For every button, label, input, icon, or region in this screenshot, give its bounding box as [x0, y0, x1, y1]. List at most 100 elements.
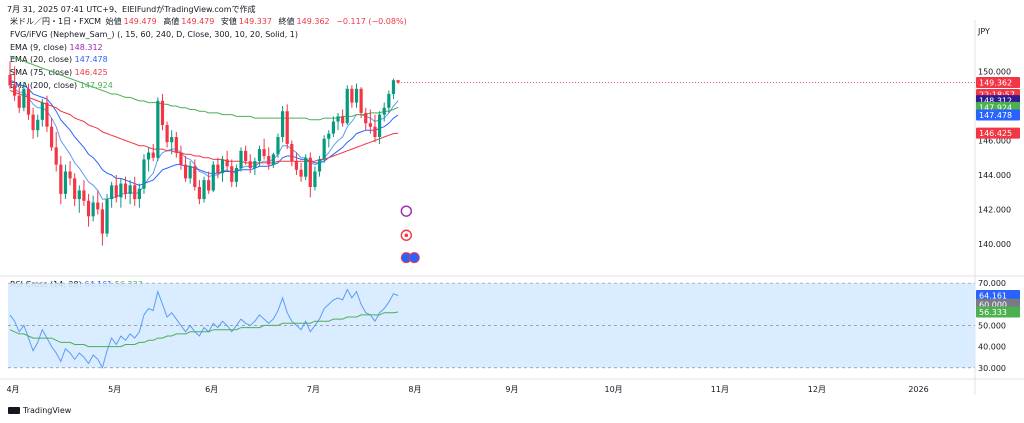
candle-body: [110, 185, 114, 200]
price-badge-4: 147.478: [979, 111, 1012, 120]
rsi-badge-0: 64.161: [979, 291, 1007, 300]
price-tick-label-5: 150.000: [978, 68, 1011, 77]
candle-body: [382, 107, 386, 115]
time-tick-label-9: 2026: [908, 385, 928, 394]
candle-body: [22, 88, 26, 108]
candle-body: [253, 161, 257, 169]
candle-body: [220, 159, 225, 174]
candle-body: [364, 112, 368, 124]
rsi-tick-label-2: 50.000: [978, 321, 1006, 330]
price-badge-4-bg: [976, 109, 1020, 121]
indicator-ema200[interactable]: EMA (200, close) 147.924: [10, 80, 113, 90]
candle-body: [26, 88, 31, 115]
candle-body: [133, 185, 137, 200]
candle-body: [188, 166, 192, 179]
candle-body: [82, 190, 86, 201]
candle-body: [304, 157, 308, 177]
rsi-tick-label-0: 30.000: [978, 364, 1006, 373]
event-flag-icon-2[interactable]: [408, 252, 420, 264]
indicator-ema20[interactable]: EMA (20, close) 147.478: [10, 55, 108, 65]
ma-line-3: [9, 55, 399, 121]
candle-body: [151, 152, 155, 158]
time-tick-label-5: 9月: [505, 385, 518, 394]
candle-body: [313, 171, 317, 188]
candle-body: [285, 111, 289, 144]
candle-body: [354, 88, 359, 103]
candle-body: [207, 180, 211, 191]
candle-body: [68, 171, 72, 179]
candle-body: [248, 161, 252, 169]
candle-body: [36, 119, 40, 131]
time-tick-label-6: 10月: [605, 385, 623, 394]
price-tick-label-0: 140.000: [978, 240, 1011, 249]
candle-body: [290, 143, 294, 162]
candle-body: [137, 188, 141, 200]
candle-body: [96, 202, 100, 210]
candle-body: [244, 150, 248, 162]
ohlc-change: −0.117 (−0.08%): [336, 17, 407, 26]
time-tick-label-7: 11月: [711, 385, 729, 394]
indicator-fvg[interactable]: FVG/iFVG (Nephew_Sam_) (, 15, 60, 240, D…: [10, 29, 298, 39]
candle-body: [31, 114, 35, 131]
candle-body: [257, 149, 262, 162]
candle-body: [239, 150, 243, 169]
symbol-row[interactable]: 米ドル／円・1日・FXCM 始値 149.479 高値 149.479 安値 149.…: [10, 16, 409, 29]
chart-legend: 米ドル／円・1日・FXCM 始値 149.479 高値 149.479 安値 149.…: [10, 16, 409, 93]
candle-body: [114, 185, 118, 198]
candle-body: [179, 152, 183, 165]
indicator-sma75[interactable]: SMA (75, close) 146.425: [10, 68, 108, 78]
ma-line-1: [9, 79, 399, 186]
ohlc-close: 終値 149.362: [278, 17, 330, 26]
candle-body: [391, 80, 396, 94]
candle-body: [368, 123, 372, 127]
price-badge-2: 148.312: [979, 97, 1012, 106]
candle-body: [387, 93, 391, 108]
currency-label[interactable]: JPY: [978, 27, 990, 36]
rsi-badge-1: 60.000: [979, 300, 1007, 309]
candle-body: [271, 154, 275, 165]
price-badge-0: 149.362: [979, 79, 1012, 88]
candle-body: [211, 164, 215, 191]
candle-body: [13, 85, 17, 96]
candle-body: [336, 116, 340, 122]
candle-body: [225, 159, 229, 167]
candle-body: [86, 200, 91, 217]
candle-body: [317, 159, 322, 172]
candle-body: [202, 180, 206, 200]
candle-body: [91, 202, 95, 217]
candle-body: [174, 137, 178, 153]
rsi-line-1: [9, 311, 399, 348]
candle-body: [345, 88, 349, 124]
candle-body: [147, 152, 151, 160]
time-tick-label-3: 7月: [307, 385, 320, 394]
candle-body: [54, 147, 58, 165]
candle-body: [359, 88, 363, 113]
time-tick-label-4: 8月: [408, 385, 421, 394]
ohlc-open: 始値 149.479: [105, 17, 157, 26]
candle-body: [262, 149, 266, 156]
price-badge-5: 146.425: [979, 129, 1012, 138]
candle-body: [63, 171, 68, 194]
rsi-tick-label-3: 70.000: [978, 279, 1006, 288]
price-tick-label-1: 142.000: [978, 205, 1011, 214]
rsi-line-0: [9, 288, 399, 370]
indicator-ema9[interactable]: EMA (9, close) 148.312: [10, 42, 103, 52]
candle-body: [350, 88, 354, 103]
rsi-badge-2-bg: [976, 306, 1020, 318]
chart-header: 7月 31, 2025 07:41 UTC+9、EIEIFundがTrading…: [7, 5, 256, 14]
price-badge-5-bg: [976, 127, 1020, 139]
candle-body: [100, 209, 104, 234]
time-tick-label-0: 4月: [6, 385, 19, 394]
event-flash-icon[interactable]: [400, 205, 413, 217]
tradingview-logo[interactable]: TradingView: [8, 406, 71, 415]
candle-body: [142, 159, 146, 189]
candle-body: [165, 124, 169, 143]
price-tick-label-3: 146.000: [978, 136, 1011, 145]
candle-body: [45, 102, 49, 127]
time-tick-label-1: 5月: [108, 385, 121, 394]
ma-line-2: [9, 90, 399, 164]
candle-body: [280, 111, 285, 138]
candle-body: [322, 138, 326, 160]
candle-body: [170, 137, 174, 143]
